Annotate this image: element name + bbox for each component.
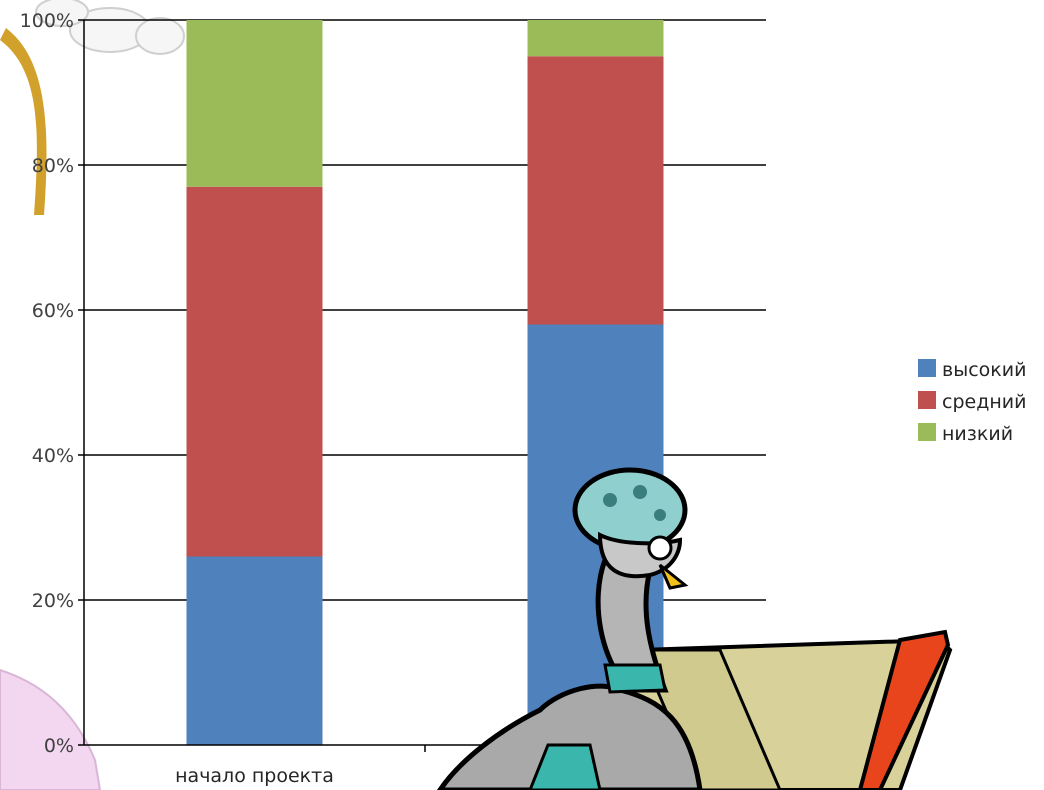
y-tick-label: 0% — [44, 735, 74, 757]
legend: высокий средний низкий — [918, 359, 1026, 445]
x-category-labels: начало проекта — [175, 765, 334, 787]
y-tick-label: 60% — [32, 300, 74, 322]
legend-label-high: высокий — [942, 359, 1026, 381]
legend-swatch-medium — [918, 391, 936, 409]
pink-decoration — [0, 668, 102, 790]
y-tick-labels: 0% 20% 40% 60% 80% 100% — [20, 10, 74, 757]
y-tick-label: 80% — [32, 155, 74, 177]
y-tick-label: 40% — [32, 445, 74, 467]
bars — [186, 20, 664, 745]
legend-swatch-low — [918, 423, 936, 441]
legend-label-medium: средний — [942, 391, 1026, 413]
glove-cane-decoration — [0, 0, 185, 215]
axes — [83, 20, 766, 752]
bar-segment — [186, 556, 323, 745]
bird-reading-book-decoration — [436, 467, 953, 790]
legend-label-low: низкий — [942, 423, 1013, 445]
bar-segment — [186, 186, 323, 557]
bar-segment — [527, 20, 664, 57]
legend-swatch-high — [918, 359, 936, 377]
x-category-label: начало проекта — [175, 765, 334, 787]
bar-segment — [527, 56, 664, 325]
y-tick-label: 100% — [20, 10, 74, 32]
y-tick-label: 20% — [32, 590, 74, 612]
bar-segment — [186, 20, 323, 187]
